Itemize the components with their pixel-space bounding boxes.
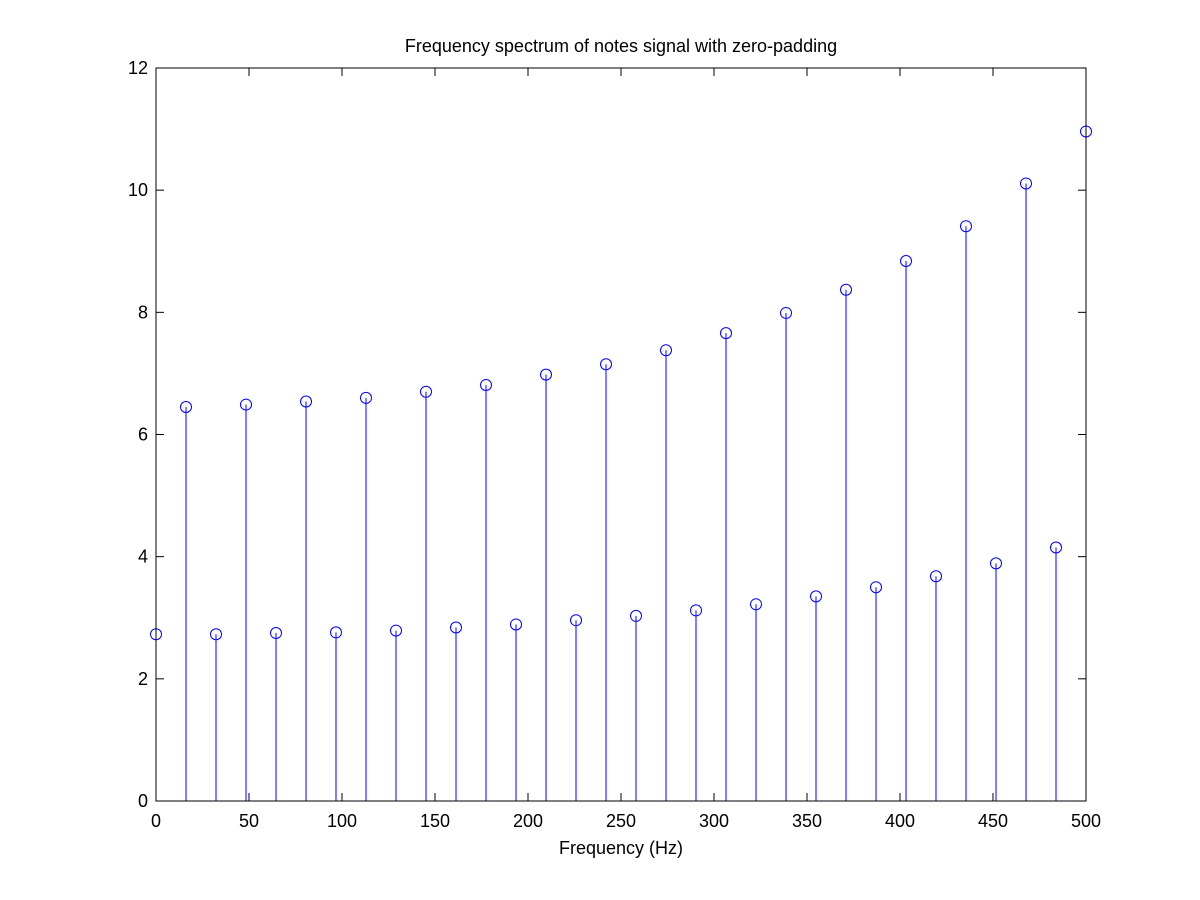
stem-marker (270, 627, 283, 640)
stem-marker (570, 614, 583, 627)
x-tick-label: 350 (792, 811, 822, 831)
stem-marker (389, 624, 402, 637)
chart-title: Frequency spectrum of notes signal with … (405, 36, 837, 56)
x-tick-label: 100 (327, 811, 357, 831)
x-tick-label: 250 (606, 811, 636, 831)
stem-marker (900, 255, 913, 268)
stem-marker (1049, 541, 1062, 554)
stem-marker (749, 598, 762, 611)
stem-marker (600, 358, 613, 371)
stem-marker (480, 379, 493, 392)
stem-marker (300, 395, 313, 408)
x-tick-label: 400 (885, 811, 915, 831)
stem-marker (989, 557, 1002, 570)
y-tick-label: 0 (138, 791, 148, 811)
stems-layer (150, 125, 1092, 801)
ticks-layer: 0 50 100 150 200 250 300 350 400 450 500 0 2 4 6 8 10 12 (128, 58, 1101, 831)
y-tick-label: 6 (138, 425, 148, 445)
x-tick-label: 200 (513, 811, 543, 831)
stem-marker (810, 590, 823, 603)
stem-marker (419, 385, 432, 398)
y-tick-label: 10 (128, 180, 148, 200)
x-tick-label: 500 (1071, 811, 1101, 831)
plot-area (156, 68, 1086, 801)
x-axis-label: Frequency (Hz) (559, 838, 683, 858)
stem-marker (929, 570, 942, 583)
stem-marker (449, 621, 462, 634)
stem-marker (329, 626, 342, 639)
y-tick-label: 12 (128, 58, 148, 78)
stem-marker (870, 581, 883, 594)
stem-marker (1019, 177, 1032, 190)
y-tick-label: 4 (138, 547, 148, 567)
stem-marker (959, 220, 972, 233)
stem-marker (840, 283, 853, 296)
y-tick-label: 8 (138, 302, 148, 322)
stem-marker (180, 401, 193, 414)
x-tick-label: 150 (420, 811, 450, 831)
x-tick-label: 0 (151, 811, 161, 831)
stem-marker (210, 628, 223, 641)
stem-marker (359, 391, 372, 404)
stem-marker (540, 368, 553, 381)
stem-marker (659, 344, 672, 357)
y-tick-label: 2 (138, 669, 148, 689)
stem-marker (510, 618, 523, 631)
stem-marker (689, 604, 702, 617)
stem-marker (780, 306, 793, 319)
stem-marker (240, 398, 253, 411)
x-tick-label: 300 (699, 811, 729, 831)
x-tick-label: 450 (978, 811, 1008, 831)
stem-marker (719, 327, 732, 340)
stem-marker (629, 609, 642, 622)
x-tick-label: 50 (239, 811, 259, 831)
